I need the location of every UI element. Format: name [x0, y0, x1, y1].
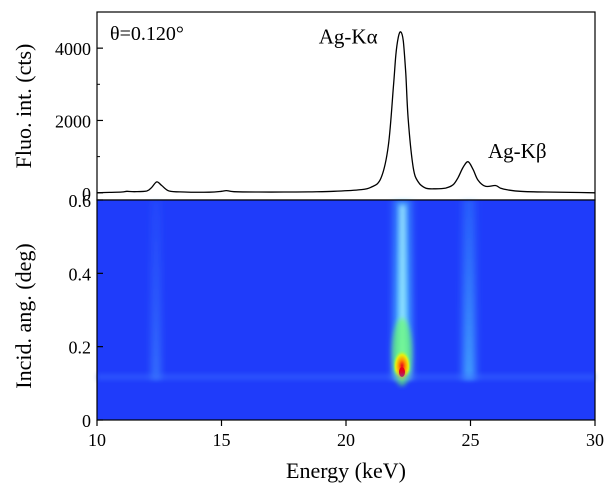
heatmap-band-ag-kb: [463, 200, 475, 380]
x-axis-label: Energy (keV): [286, 458, 406, 483]
heatmap-band-faint: [152, 200, 160, 380]
spectrum-y-tick-label: 2000: [55, 111, 91, 131]
spectrum-y-tick-label: 4000: [55, 39, 91, 59]
x-tick-label: 25: [462, 430, 480, 450]
heatmap-y-tick-label: 0.6: [69, 191, 92, 211]
spectrum-line: [96, 31, 596, 194]
heatmap-y-tick-label: 0.4: [69, 264, 92, 284]
spectrum-panel: 0 2000 4000 θ=0.120° Ag-Kα Ag-Kβ Fluo. int…: [11, 11, 596, 204]
peak-label-ag-ka: Ag-Kα: [319, 25, 378, 49]
heatmap-x-ticks: 10 15 20 25 30: [88, 420, 604, 450]
heatmap-bands: [97, 200, 595, 386]
heatmap-y-tick-label: 0.2: [69, 338, 92, 358]
angle-annotation: θ=0.120°: [110, 23, 184, 45]
x-tick-label: 15: [213, 430, 231, 450]
x-tick-label: 10: [88, 430, 106, 450]
heatmap-band-ag-ka-core: [399, 205, 406, 375]
heatmap-y-ticks: 0 0.2 0.4 0.6: [69, 191, 103, 431]
heatmap-y-label: Incid. ang. (deg): [11, 243, 36, 388]
spectrum-y-ticks: 0 2000 4000: [55, 39, 103, 204]
peak-label-ag-kb: Ag-Kβ: [488, 139, 547, 163]
heatmap-background: [97, 200, 595, 420]
x-tick-label: 30: [586, 430, 604, 450]
heatmap-panel: 00.20.40.6 10 15 20 25 30 Incid. ang. (deg) …: [11, 191, 604, 483]
heatmap-horizontal-glow: [97, 374, 595, 380]
x-tick-label: 20: [337, 430, 355, 450]
spectrum-y-label: Fluo. int. (cts): [11, 44, 36, 169]
spectrum-y-tick-label: 0: [82, 184, 91, 204]
heatmap-y-tick-label: 0: [82, 411, 91, 431]
